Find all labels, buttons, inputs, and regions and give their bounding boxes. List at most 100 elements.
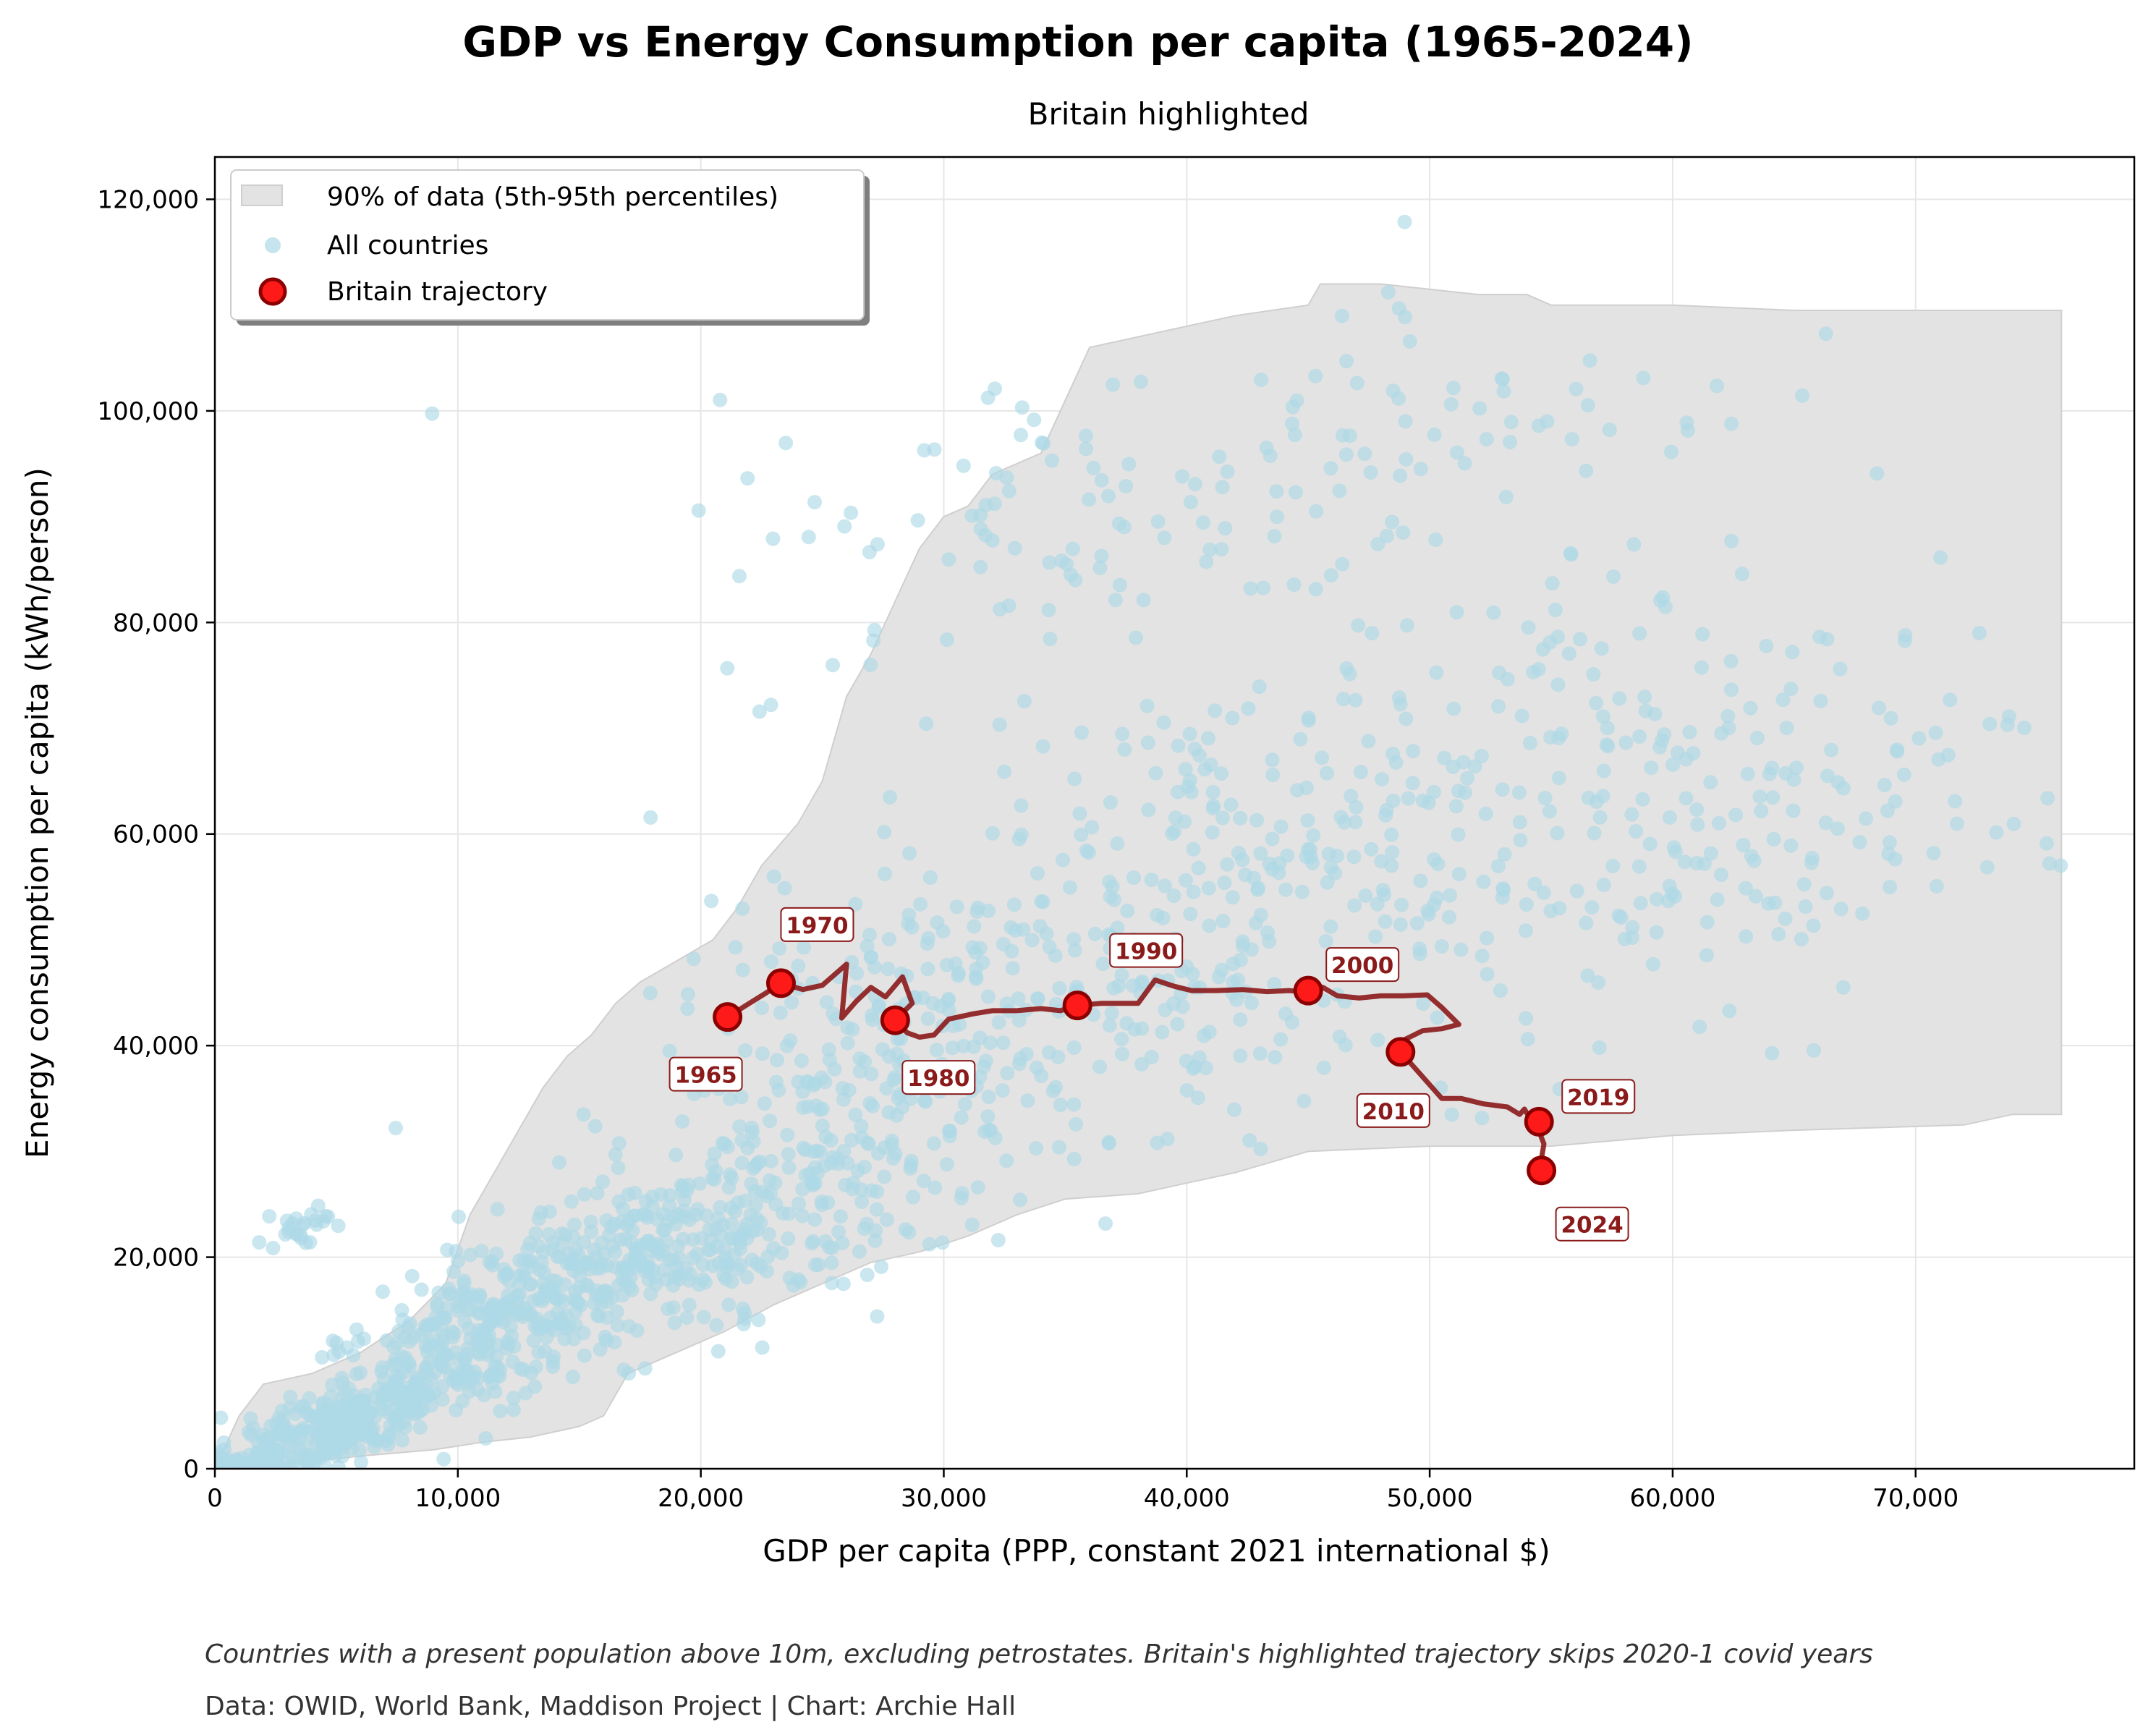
scatter-point	[1220, 857, 1235, 872]
scatter-point	[1594, 641, 1609, 656]
scatter-point	[565, 1370, 580, 1385]
scatter-point	[910, 513, 925, 528]
scatter-point	[229, 1452, 244, 1467]
scatter-point	[723, 1230, 739, 1245]
scatter-point	[981, 1090, 996, 1105]
scatter-point	[1592, 810, 1608, 825]
x-tick-label: 10,000	[415, 1484, 501, 1513]
scatter-point	[1374, 854, 1389, 869]
scatter-point	[718, 1271, 734, 1286]
scatter-point	[1989, 825, 2004, 840]
scatter-point	[1743, 700, 1758, 716]
scatter-point	[1592, 1040, 1607, 1055]
scatter-point	[1101, 488, 1116, 504]
scatter-point	[1338, 447, 1354, 462]
scatter-point	[801, 530, 816, 545]
scatter-point	[1806, 918, 1821, 933]
scatter-point	[1338, 1038, 1353, 1053]
scatter-point	[1150, 907, 1165, 922]
scatter-point	[906, 1189, 921, 1205]
scatter-point	[703, 1232, 718, 1247]
scatter-point	[869, 1202, 884, 1217]
scatter-point	[1872, 700, 1887, 716]
scatter-point	[859, 1216, 874, 1231]
scatter-point	[1602, 423, 1617, 437]
scatter-point	[1476, 874, 1491, 889]
scatter-point	[877, 825, 892, 840]
y-tick-label: 0	[183, 1455, 199, 1484]
scatter-point	[1391, 301, 1406, 316]
scatter-point	[1144, 873, 1159, 888]
scatter-point	[627, 1208, 642, 1223]
scatter-point	[1931, 752, 1946, 767]
scatter-point	[973, 559, 988, 574]
scatter-point	[252, 1235, 267, 1250]
scatter-point	[1323, 860, 1338, 875]
scatter-point	[1412, 946, 1427, 962]
scatter-point	[880, 962, 896, 977]
scatter-point	[1949, 816, 1964, 831]
scatter-point	[1750, 731, 1765, 745]
scatter-point	[1738, 881, 1753, 896]
scatter-point	[1041, 1045, 1056, 1060]
scatter-point	[1300, 813, 1315, 828]
scatter-point	[860, 1135, 875, 1150]
scatter-point	[1678, 791, 1694, 806]
scatter-point	[1522, 736, 1537, 750]
scatter-point	[2006, 816, 2021, 831]
chart-subtitle: Britain highlighted	[1028, 96, 1310, 132]
scatter-point	[946, 1018, 961, 1033]
scatter-point	[690, 1202, 705, 1217]
scatter-point	[1649, 925, 1664, 940]
scatter-point	[1644, 760, 1659, 776]
scatter-point	[840, 1155, 855, 1171]
scatter-point	[1896, 767, 1911, 782]
scatter-point	[1385, 793, 1401, 808]
scatter-point	[474, 1244, 489, 1259]
scatter-point	[594, 1296, 609, 1311]
scatter-point	[552, 1155, 566, 1170]
scatter-point	[1605, 858, 1621, 873]
scatter-point	[902, 846, 917, 861]
scatter-point	[1446, 701, 1461, 716]
scatter-point	[1013, 1192, 1027, 1208]
scatter-point	[1380, 528, 1394, 543]
scatter-point	[1148, 765, 1163, 781]
scatter-point	[1066, 1040, 1082, 1055]
scatter-point	[807, 495, 822, 509]
scatter-point	[1265, 768, 1281, 782]
y-tick-label: 20,000	[113, 1244, 199, 1273]
scatter-point	[1626, 537, 1642, 552]
scatter-point	[968, 970, 983, 985]
scatter-point	[1201, 731, 1215, 746]
scatter-point	[1563, 546, 1578, 561]
scatter-point	[1035, 435, 1050, 450]
scatter-point	[1759, 638, 1774, 653]
scatter-point	[334, 1370, 349, 1386]
scatter-point	[1682, 724, 1697, 739]
scatter-point	[1336, 692, 1351, 707]
britain-marker-2024	[1527, 1155, 1557, 1186]
scatter-point	[857, 1054, 873, 1069]
scatter-point	[676, 1231, 691, 1247]
scatter-point	[1066, 932, 1082, 947]
scatter-point	[763, 1113, 778, 1129]
scatter-point	[941, 552, 956, 567]
scatter-point	[1497, 847, 1512, 862]
scatter-point	[728, 940, 743, 955]
scatter-point	[679, 1183, 695, 1198]
scatter-point	[754, 1001, 769, 1015]
scatter-point	[1537, 791, 1553, 805]
scatter-point	[493, 1404, 508, 1419]
scatter-point	[1457, 785, 1472, 800]
scatter-point	[1199, 554, 1214, 569]
scatter-point	[1074, 827, 1089, 842]
scatter-point	[763, 1186, 778, 1201]
scatter-point	[1631, 859, 1647, 874]
scatter-point	[1415, 793, 1430, 808]
scatter-point	[920, 1011, 935, 1026]
scatter-point	[1129, 630, 1144, 645]
year-label-1970: 1970	[780, 907, 854, 942]
scatter-point	[1208, 703, 1223, 718]
scatter-point	[707, 1146, 722, 1161]
